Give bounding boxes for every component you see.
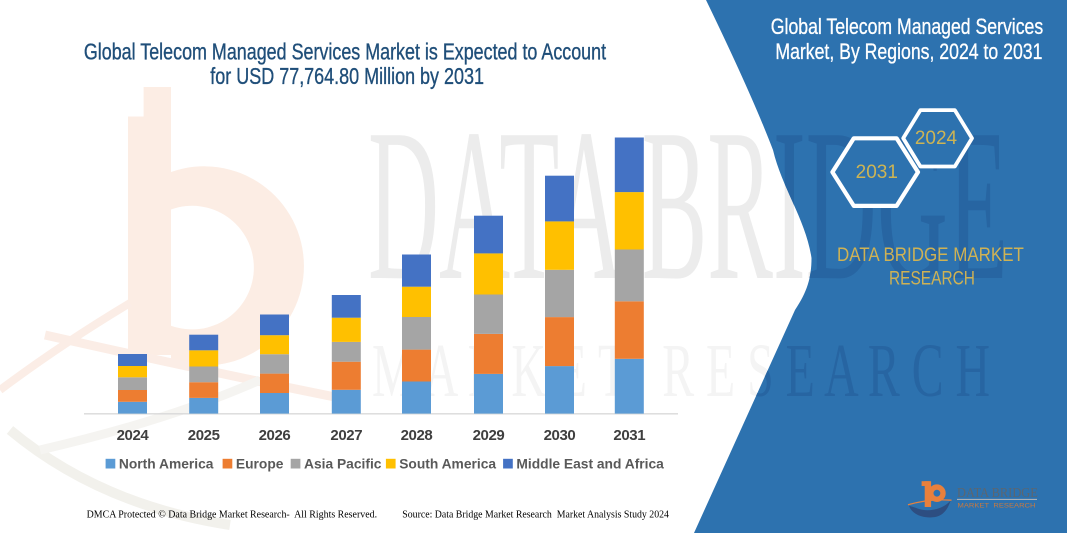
svg-text:for USD 77,764.80 Million by 2: for USD 77,764.80 Million by 2031: [210, 64, 484, 90]
svg-text:2027: 2027: [330, 427, 362, 444]
svg-text:Global Telecom Managed Service: Global Telecom Managed Services: [771, 15, 1043, 39]
svg-text:2031: 2031: [613, 427, 645, 444]
svg-text:RESEARCH: RESEARCH: [889, 267, 975, 289]
svg-text:2026: 2026: [259, 427, 291, 444]
svg-text:2028: 2028: [401, 427, 433, 444]
svg-text:DATA BRIDGE: DATA BRIDGE: [957, 484, 1038, 500]
svg-text:2024: 2024: [117, 427, 150, 444]
svg-text:DMCA Protected © Data Bridge M: DMCA Protected © Data Bridge Market Rese…: [87, 509, 377, 521]
svg-text:Global Telecom Managed Service: Global Telecom Managed Services Market i…: [84, 39, 606, 65]
svg-text:Asia Pacific: Asia Pacific: [304, 457, 382, 472]
svg-text:North America: North America: [119, 457, 214, 472]
svg-text:South America: South America: [399, 457, 496, 472]
svg-text:Source: Data Bridge Market Res: Source: Data Bridge Market Research Mark…: [402, 509, 669, 521]
svg-text:2030: 2030: [544, 427, 576, 444]
svg-text:2031: 2031: [856, 162, 898, 183]
svg-text:Market, By Regions, 2024 to 20: Market, By Regions, 2024 to 2031: [775, 40, 1042, 64]
svg-text:DATA BRIDGE MARKET: DATA BRIDGE MARKET: [837, 243, 1024, 265]
svg-text:Middle East and Africa: Middle East and Africa: [516, 457, 664, 472]
svg-text:2029: 2029: [473, 427, 505, 444]
svg-text:MARKET RESEARCH: MARKET RESEARCH: [958, 503, 1036, 509]
svg-text:2024: 2024: [915, 128, 958, 149]
svg-text:2025: 2025: [188, 427, 220, 444]
svg-text:Europe: Europe: [236, 457, 284, 472]
